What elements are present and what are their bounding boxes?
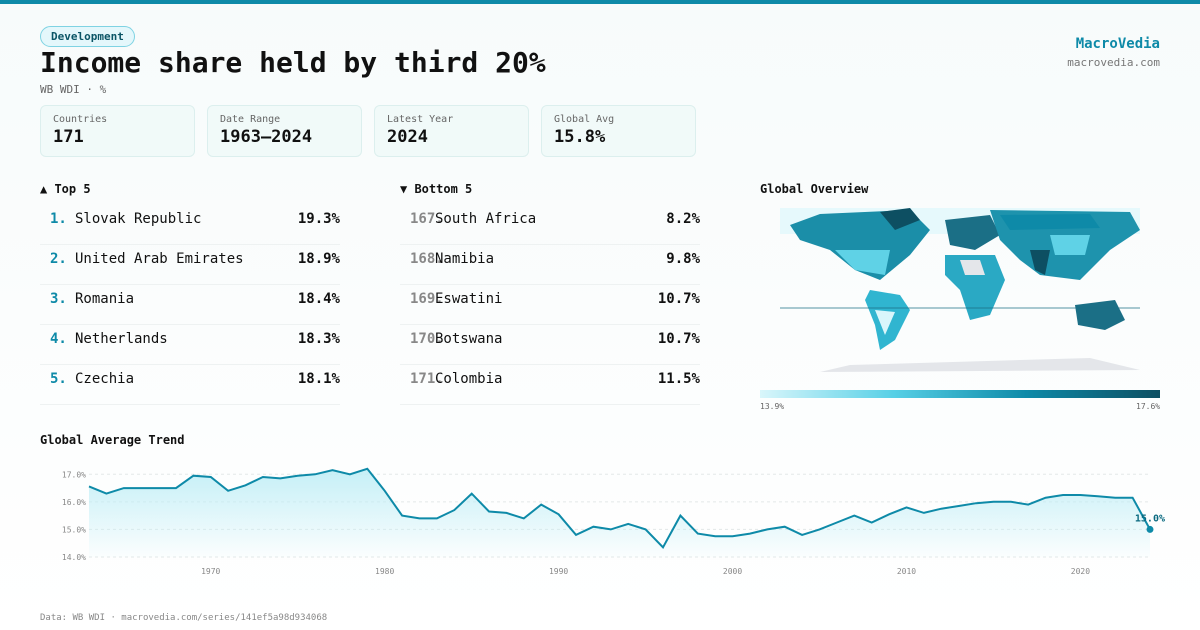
stat-value: 15.8%	[554, 127, 606, 147]
x-tick-label: 2000	[723, 567, 742, 576]
rank-row: 4. Netherlands 18.3%	[40, 325, 340, 365]
country: South Africa	[435, 211, 537, 227]
stat-label: Latest Year	[387, 114, 454, 125]
country: Czechia	[75, 371, 135, 387]
top-title: ▲ Top 5	[40, 182, 91, 196]
value-label: 15.0%	[1135, 513, 1165, 524]
stat-card: Countries 171	[40, 105, 195, 157]
y-tick-label: 16.0%	[62, 498, 86, 507]
rank: 167.	[410, 211, 444, 227]
rank-row: 168. Namibia 9.8%	[400, 245, 700, 285]
brazil	[875, 310, 895, 335]
rank-row: 5. Czechia 18.1%	[40, 365, 340, 405]
stat-value: 2024	[387, 127, 428, 147]
rank: 5.	[50, 371, 67, 387]
end-point	[1146, 525, 1154, 533]
stat-card: Latest Year 2024	[374, 105, 529, 157]
usa	[835, 250, 890, 275]
rank-row: 2. United Arab Emirates 18.9%	[40, 245, 340, 285]
value: 8.2%	[666, 211, 700, 227]
rank-row: 169. Eswatini 10.7%	[400, 285, 700, 325]
y-tick-label: 15.0%	[62, 525, 86, 534]
y-tick-label: 17.0%	[62, 470, 86, 479]
world-map	[780, 208, 1140, 372]
stat-label: Countries	[53, 114, 108, 125]
line	[88, 467, 1151, 549]
africa-nodata	[960, 260, 985, 275]
value: 18.9%	[297, 251, 340, 267]
china	[1050, 235, 1090, 255]
country: Eswatini	[435, 291, 503, 307]
rank: 170.	[410, 331, 444, 347]
country: Colombia	[435, 371, 503, 387]
value: 9.8%	[666, 251, 700, 267]
country: Botswana	[435, 331, 503, 347]
rank: 2.	[50, 251, 67, 267]
rank-row: 1. Slovak Republic 19.3%	[40, 205, 340, 245]
africa	[945, 255, 1005, 320]
stat-label: Date Range	[220, 114, 281, 125]
rank: 168.	[410, 251, 444, 267]
x-tick-label: 1980	[375, 567, 394, 576]
country: Namibia	[435, 251, 495, 267]
value: 10.7%	[657, 291, 700, 307]
x-tick-label: 2020	[1071, 567, 1090, 576]
color-scale	[760, 390, 1160, 398]
top-bar	[0, 0, 1200, 4]
chart-title: Global Average Trend	[40, 433, 185, 447]
antarctica	[820, 358, 1140, 372]
footer: Data: WB WDI · macrovedia.com/series/141…	[40, 613, 328, 623]
rank: 169.	[410, 291, 444, 307]
stat-label: Global Avg	[554, 114, 615, 125]
australia	[1075, 300, 1125, 330]
country: Slovak Republic	[75, 211, 202, 227]
x-tick-label: 1970	[201, 567, 220, 576]
europe	[945, 215, 1000, 250]
rank: 1.	[50, 211, 67, 227]
bottom-title: ▼ Bottom 5	[400, 182, 473, 196]
map-title: Global Overview	[760, 182, 869, 196]
brand-url: macrovedia.com	[1067, 56, 1160, 69]
x-tick-label: 1990	[549, 567, 568, 576]
value: 18.3%	[297, 331, 340, 347]
india	[1030, 250, 1050, 275]
rank-row: 3. Romania 18.4%	[40, 285, 340, 325]
value: 11.5%	[657, 371, 700, 387]
value: 19.3%	[297, 211, 340, 227]
badge: Development	[40, 26, 135, 47]
stat-value: 1963–2024	[220, 127, 313, 147]
scale-max: 17.6%	[1136, 402, 1161, 411]
title: Income share held by third 20%	[40, 46, 546, 79]
rank: 3.	[50, 291, 67, 307]
stat-value: 171	[53, 127, 84, 147]
scale-min: 13.9%	[760, 402, 785, 411]
canada	[880, 208, 920, 230]
country: Romania	[75, 291, 135, 307]
x-tick-label: 2010	[897, 567, 916, 576]
value: 10.7%	[657, 331, 700, 347]
rank-row: 171. Colombia 11.5%	[400, 365, 700, 405]
country: Netherlands	[75, 331, 168, 347]
brand: MacroVedia	[1075, 36, 1160, 52]
rank-row: 170. Botswana 10.7%	[400, 325, 700, 365]
stat-card: Global Avg 15.8%	[541, 105, 696, 157]
rank-row: 167. South Africa 8.2%	[400, 205, 700, 245]
russia	[1000, 214, 1100, 230]
y-tick-label: 14.0%	[62, 553, 86, 562]
area	[89, 468, 1150, 557]
value: 18.1%	[297, 371, 340, 387]
subtitle: WB WDI · %	[40, 83, 107, 96]
stat-card: Date Range 1963–2024	[207, 105, 362, 157]
country: United Arab Emirates	[75, 251, 244, 267]
trend-chart: 14.0% 15.0% 16.0% 17.0% 1970 1980 1990 2000 2010…	[62, 467, 1165, 576]
rank: 4.	[50, 331, 67, 347]
rank: 171.	[410, 371, 444, 387]
value: 18.4%	[297, 291, 340, 307]
